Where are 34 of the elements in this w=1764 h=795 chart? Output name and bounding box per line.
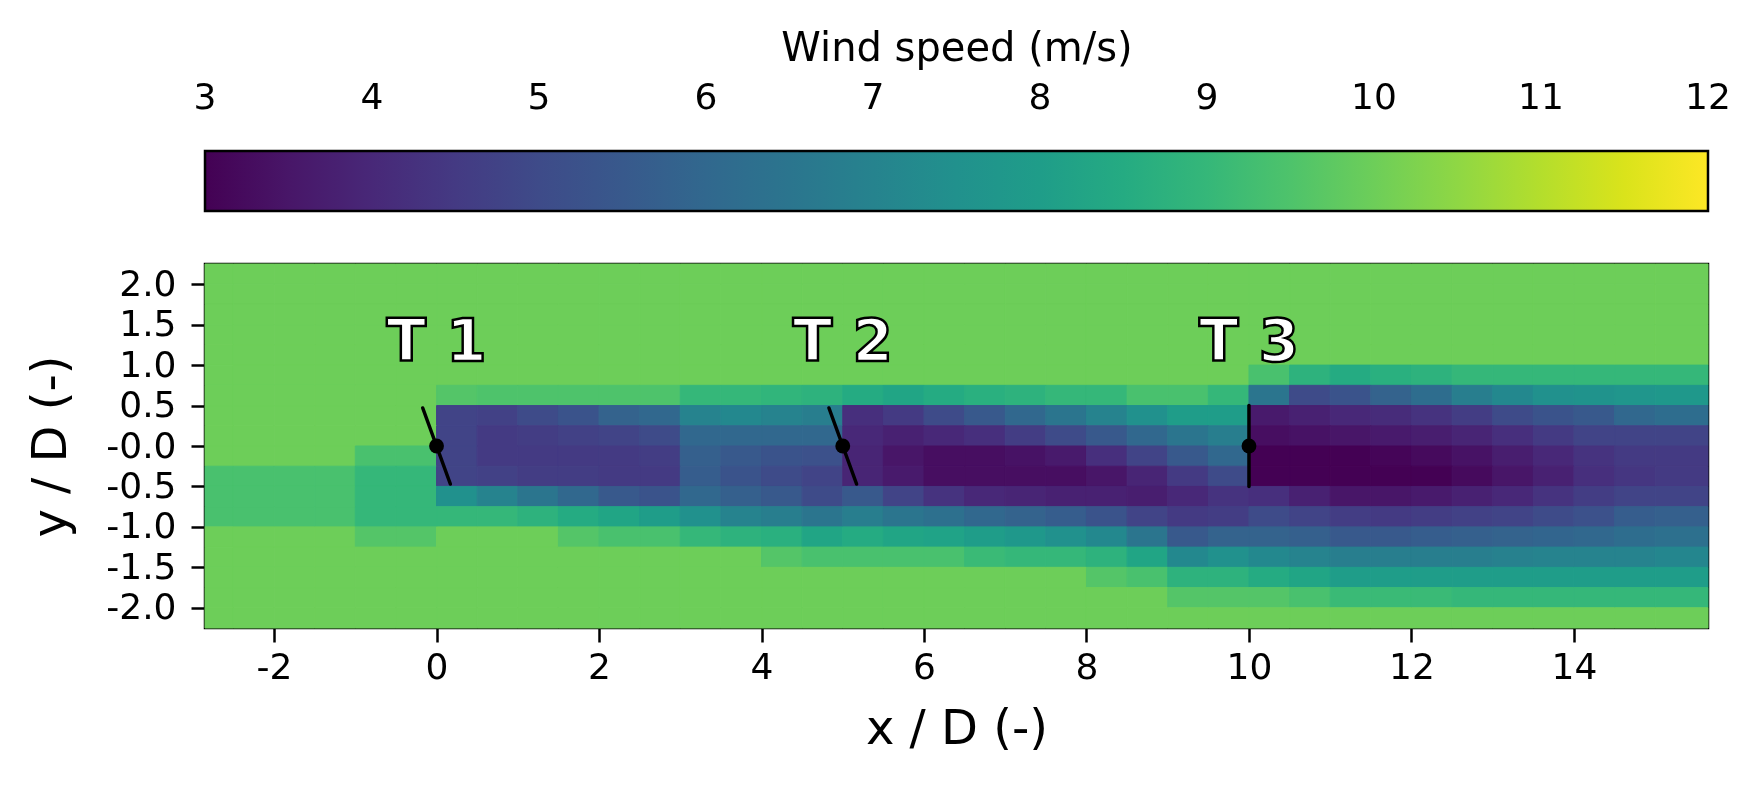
color-bar-label: 12 [1685, 76, 1731, 117]
y-tick-label: -2.0 [106, 586, 177, 628]
x-tick-label: -2 [256, 645, 293, 687]
x-tick-label: 0 [425, 645, 449, 687]
color-bar-label: 8 [1028, 76, 1052, 117]
color-bar-label: 3 [193, 76, 217, 117]
x-tick-label: 12 [1389, 645, 1435, 687]
annotation: T 2 [792, 307, 893, 375]
color-bar-label: 10 [1351, 76, 1397, 117]
x-tick-label: 2 [588, 645, 611, 687]
color-bar-label: 5 [527, 76, 551, 117]
color-bar-label: 11 [1518, 76, 1564, 117]
y-tick-label: -1.5 [106, 545, 177, 587]
x-tick-label: 6 [913, 645, 936, 687]
annotation: T 3 [1198, 307, 1300, 375]
y-tick-label: 2.0 [119, 262, 177, 304]
y-axis-title: y / D (-) [21, 355, 78, 538]
color-bar-label: 4 [360, 76, 384, 117]
x-tick-label: 14 [1551, 645, 1598, 687]
annotation: T 1 [386, 307, 487, 375]
color-bar-title: Wind speed (m/s) [781, 24, 1133, 70]
x-axis-title: x / D (-) [865, 698, 1049, 755]
x-tick-label: 4 [750, 645, 774, 687]
y-tick-label: -1.0 [106, 505, 177, 547]
y-tick-label: -0.0 [106, 424, 177, 466]
x-tick-label: 10 [1226, 645, 1273, 687]
y-tick-label: 1.5 [119, 303, 177, 345]
x-tick-label: 8 [1075, 645, 1099, 687]
color-bar-label: 6 [694, 76, 718, 117]
color-bar-label: 9 [1195, 76, 1219, 117]
color-bar-label: 7 [861, 76, 885, 117]
y-tick-label: 1.0 [119, 343, 177, 385]
y-tick-label: 0.5 [119, 384, 177, 426]
y-tick-label: -0.5 [106, 464, 177, 506]
